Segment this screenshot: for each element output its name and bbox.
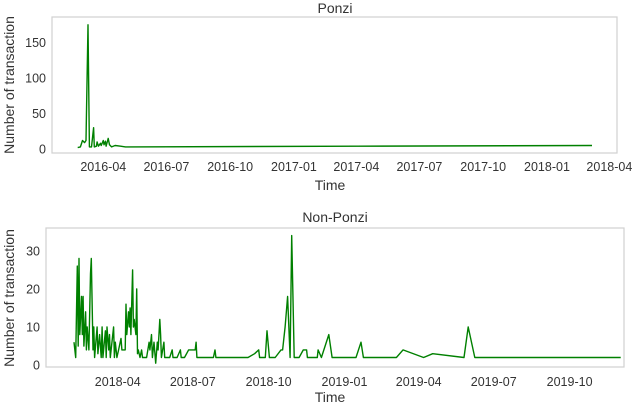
non-ponzi-xtick-label: 2019-07 xyxy=(471,375,517,389)
ponzi-xtick-label: 2017-04 xyxy=(333,160,379,174)
ponzi-ytick-label: 150 xyxy=(25,36,46,50)
ponzi-title: Ponzi xyxy=(317,0,352,16)
non-ponzi-title: Non-Ponzi xyxy=(302,209,367,225)
ponzi-xtick-label: 2017-10 xyxy=(460,160,506,174)
ponzi-xtick-label: 2018-04 xyxy=(586,160,632,174)
ponzi-xlabel: Time xyxy=(315,177,346,193)
non-ponzi-ylabel: Number of transaction xyxy=(1,229,17,367)
non-ponzi-ytick-label: 20 xyxy=(26,282,40,296)
non-ponzi-series-line xyxy=(73,234,621,364)
non-ponzi-xtick-label: 2019-10 xyxy=(547,375,593,389)
non-ponzi-xtick-label: 2018-10 xyxy=(246,375,292,389)
non-ponzi-ytick-label: 30 xyxy=(26,244,40,258)
non-ponzi-xtick-label: 2019-04 xyxy=(396,375,442,389)
ponzi-xtick-label: 2018-01 xyxy=(524,160,570,174)
non-ponzi-axes-frame xyxy=(45,227,625,368)
ponzi-ytick-label: 0 xyxy=(39,143,46,157)
ponzi-xtick-label: 2017-07 xyxy=(396,160,442,174)
non-ponzi-ytick-label: 10 xyxy=(26,321,40,335)
non-ponzi-xtick-label: 2018-04 xyxy=(95,375,141,389)
non-ponzi-xtick-label: 2019-01 xyxy=(322,375,368,389)
non-ponzi-xlabel: Time xyxy=(315,389,346,404)
ponzi-subplot: Ponzi Time Number of transaction 2016-04… xyxy=(1,0,632,193)
ponzi-series-line xyxy=(77,24,593,149)
ponzi-ytick-label: 100 xyxy=(25,72,46,86)
non-ponzi-subplot: Non-Ponzi Time Number of transaction 201… xyxy=(1,209,625,404)
ponzi-ytick-label: 50 xyxy=(32,107,46,121)
ponzi-xtick-label: 2017-01 xyxy=(271,160,317,174)
ponzi-xtick-label: 2016-10 xyxy=(207,160,253,174)
non-ponzi-ytick-label: 0 xyxy=(33,359,40,373)
ponzi-xtick-label: 2016-07 xyxy=(143,160,189,174)
non-ponzi-xtick-label: 2018-07 xyxy=(170,375,216,389)
ponzi-ylabel: Number of transaction xyxy=(1,16,17,154)
ponzi-axes-frame xyxy=(51,16,618,154)
ponzi-xtick-label: 2016-04 xyxy=(80,160,126,174)
